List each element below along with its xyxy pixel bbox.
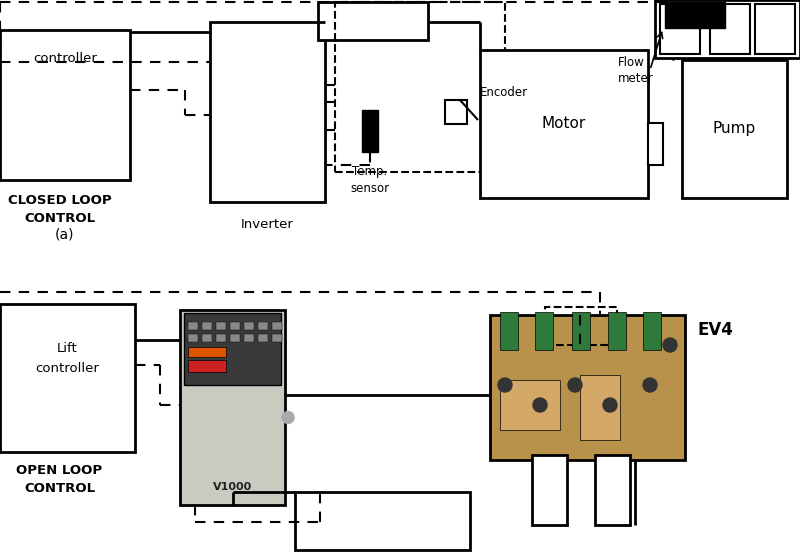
Circle shape bbox=[498, 378, 512, 392]
Text: CONTROL: CONTROL bbox=[24, 482, 95, 494]
Polygon shape bbox=[188, 334, 198, 342]
Polygon shape bbox=[660, 4, 700, 54]
Polygon shape bbox=[188, 360, 226, 372]
Polygon shape bbox=[230, 334, 240, 342]
Polygon shape bbox=[216, 334, 226, 342]
Polygon shape bbox=[500, 312, 518, 350]
Polygon shape bbox=[362, 110, 378, 152]
Polygon shape bbox=[755, 4, 795, 54]
Polygon shape bbox=[184, 313, 281, 385]
Polygon shape bbox=[643, 312, 661, 350]
Text: Pump: Pump bbox=[713, 122, 756, 137]
Polygon shape bbox=[272, 334, 282, 342]
Polygon shape bbox=[188, 347, 226, 357]
Polygon shape bbox=[0, 304, 135, 452]
Polygon shape bbox=[272, 322, 282, 330]
Polygon shape bbox=[480, 50, 648, 198]
Polygon shape bbox=[318, 2, 428, 40]
Text: Flow: Flow bbox=[618, 55, 645, 68]
Text: controller: controller bbox=[33, 52, 97, 64]
Text: Lift: Lift bbox=[57, 343, 78, 356]
Polygon shape bbox=[572, 312, 590, 350]
Polygon shape bbox=[535, 312, 553, 350]
Text: Motor: Motor bbox=[542, 116, 586, 132]
Polygon shape bbox=[580, 375, 620, 440]
Text: Inverter: Inverter bbox=[241, 218, 294, 231]
Text: OPEN LOOP: OPEN LOOP bbox=[17, 464, 102, 477]
Text: EV4: EV4 bbox=[697, 321, 733, 339]
Polygon shape bbox=[695, 2, 725, 28]
Polygon shape bbox=[202, 322, 212, 330]
Text: meter: meter bbox=[618, 72, 654, 85]
Text: CLOSED LOOP: CLOSED LOOP bbox=[8, 194, 112, 207]
Polygon shape bbox=[244, 334, 254, 342]
Polygon shape bbox=[532, 455, 567, 525]
Polygon shape bbox=[490, 315, 685, 460]
Polygon shape bbox=[258, 334, 268, 342]
Polygon shape bbox=[710, 4, 750, 54]
Circle shape bbox=[603, 398, 617, 412]
Text: sensor: sensor bbox=[350, 181, 390, 194]
Polygon shape bbox=[595, 455, 630, 525]
Polygon shape bbox=[244, 322, 254, 330]
Circle shape bbox=[568, 378, 582, 392]
Polygon shape bbox=[500, 380, 560, 430]
Polygon shape bbox=[258, 322, 268, 330]
Text: (a): (a) bbox=[55, 228, 74, 242]
Polygon shape bbox=[202, 334, 212, 342]
Text: Encoder: Encoder bbox=[480, 86, 528, 99]
Circle shape bbox=[533, 398, 547, 412]
Polygon shape bbox=[188, 322, 198, 330]
Polygon shape bbox=[445, 100, 467, 124]
Text: CONTROL: CONTROL bbox=[25, 212, 95, 225]
Circle shape bbox=[282, 412, 294, 423]
Text: controller: controller bbox=[35, 362, 99, 376]
Text: V1000: V1000 bbox=[213, 482, 252, 492]
Polygon shape bbox=[682, 60, 787, 198]
Polygon shape bbox=[665, 2, 695, 28]
Polygon shape bbox=[210, 22, 325, 202]
Polygon shape bbox=[230, 322, 240, 330]
Circle shape bbox=[643, 378, 657, 392]
Polygon shape bbox=[648, 123, 663, 165]
Polygon shape bbox=[295, 492, 470, 550]
Polygon shape bbox=[216, 322, 226, 330]
Polygon shape bbox=[608, 312, 626, 350]
Polygon shape bbox=[180, 310, 285, 505]
Circle shape bbox=[663, 338, 677, 352]
Polygon shape bbox=[655, 0, 800, 58]
Text: Temp.: Temp. bbox=[352, 166, 388, 179]
Polygon shape bbox=[0, 30, 130, 180]
